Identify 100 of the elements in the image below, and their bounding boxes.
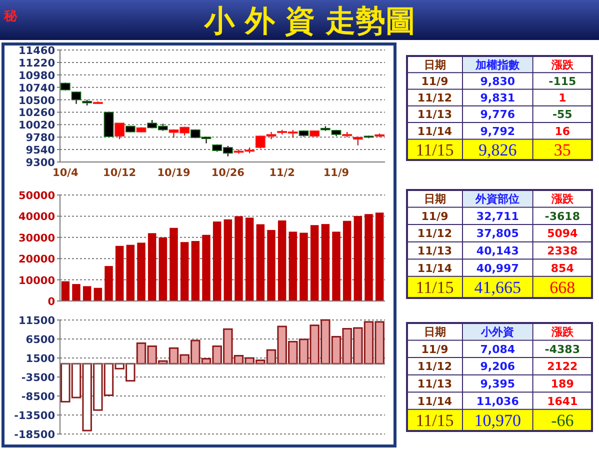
bar bbox=[202, 234, 210, 301]
bar bbox=[375, 212, 384, 301]
x-tick-label: 10/4 bbox=[52, 167, 78, 179]
bar bbox=[170, 228, 178, 301]
bar bbox=[82, 286, 92, 301]
x-tick-label: 10/19 bbox=[157, 167, 190, 179]
category-label: 日期 bbox=[424, 326, 446, 339]
text: 9,206 bbox=[480, 360, 516, 374]
y-tick-label: 10260 bbox=[18, 107, 55, 120]
text: 11/9 bbox=[421, 74, 448, 88]
text: 32,711 bbox=[476, 210, 519, 223]
text: 11/15 bbox=[416, 411, 454, 430]
bar bbox=[126, 244, 135, 301]
bar bbox=[278, 220, 286, 301]
bar bbox=[137, 242, 146, 301]
y-tick-label: 11500 bbox=[18, 315, 55, 327]
bar bbox=[288, 232, 298, 301]
text: 11/15 bbox=[416, 140, 454, 160]
bar bbox=[191, 241, 200, 301]
bar bbox=[148, 233, 156, 301]
y-tick-label: 9780 bbox=[26, 132, 55, 144]
bar bbox=[342, 220, 352, 301]
y-tick-label: -3500 bbox=[21, 372, 55, 384]
y-tick-label: 6500 bbox=[26, 334, 55, 346]
bar bbox=[212, 222, 222, 301]
category-label: 外資部位 bbox=[474, 192, 520, 206]
y-tick-label: 10020 bbox=[18, 120, 55, 132]
y-tick-label: 50000 bbox=[18, 190, 55, 202]
y-tick-label: -18500 bbox=[14, 429, 55, 441]
category-label: 漲跌 bbox=[550, 192, 574, 206]
text: 189 bbox=[550, 377, 574, 390]
text: 1641 bbox=[547, 394, 578, 408]
text: 854 bbox=[550, 262, 574, 275]
bar bbox=[94, 288, 102, 301]
text: 40,143 bbox=[476, 244, 519, 258]
category-label: 日期 bbox=[424, 58, 446, 72]
chart-title: 小 外 資 走勢圖 bbox=[203, 4, 416, 39]
y-tick-label: 11220 bbox=[18, 57, 55, 70]
text: 10,970 bbox=[474, 411, 522, 430]
x-tick-label: 11/2 bbox=[269, 167, 295, 179]
text: 11/9 bbox=[421, 342, 448, 356]
text: -4383 bbox=[544, 342, 580, 356]
text: -66 bbox=[551, 411, 574, 430]
bar bbox=[332, 232, 340, 301]
bar bbox=[61, 281, 70, 301]
text: 5094 bbox=[547, 227, 578, 240]
text: 35 bbox=[554, 140, 571, 160]
text: 9,830 bbox=[480, 74, 516, 88]
text: -3618 bbox=[544, 210, 580, 223]
text: 11/13 bbox=[417, 108, 452, 122]
text: 11/15 bbox=[416, 278, 454, 298]
y-tick-label: 10000 bbox=[18, 274, 55, 287]
text: 40,997 bbox=[476, 262, 519, 275]
candlestick bbox=[114, 122, 125, 140]
text: 1 bbox=[558, 92, 566, 105]
bar bbox=[300, 232, 308, 301]
bar bbox=[104, 266, 113, 301]
text: 7,084 bbox=[480, 342, 516, 356]
y-tick-label: 30000 bbox=[18, 232, 55, 244]
bar bbox=[354, 216, 362, 301]
y-tick-label: 40000 bbox=[18, 211, 55, 224]
text: 668 bbox=[550, 278, 576, 298]
bar bbox=[224, 219, 232, 301]
text: 9,831 bbox=[480, 92, 516, 105]
text: 11/12 bbox=[417, 227, 452, 240]
bar bbox=[364, 214, 373, 301]
bar bbox=[245, 218, 254, 301]
x-tick-label: 10/12 bbox=[103, 167, 136, 179]
y-tick-label: -8500 bbox=[21, 391, 55, 403]
text: 11/13 bbox=[417, 377, 452, 390]
category-label: 漲跌 bbox=[550, 58, 574, 72]
bar bbox=[234, 216, 243, 301]
bar bbox=[321, 224, 330, 301]
category-label: 日期 bbox=[424, 192, 446, 206]
text: 11/14 bbox=[417, 394, 452, 408]
bar bbox=[115, 246, 124, 301]
y-tick-label: 10740 bbox=[18, 82, 55, 94]
y-tick-label: 20000 bbox=[18, 254, 55, 266]
y-tick-label: 11460 bbox=[18, 45, 55, 57]
bar bbox=[310, 225, 319, 301]
y-tick-label: 10500 bbox=[18, 94, 55, 107]
bar bbox=[72, 284, 80, 301]
y-tick-label: 9300 bbox=[26, 157, 55, 169]
y-tick-label: 10980 bbox=[18, 70, 55, 82]
bar bbox=[267, 230, 276, 301]
x-tick-label: 11/9 bbox=[323, 167, 350, 179]
text: 11/9 bbox=[421, 210, 448, 223]
text: -55 bbox=[552, 108, 572, 122]
text: 41,665 bbox=[474, 278, 522, 298]
category-label: 加權指數 bbox=[474, 58, 521, 72]
bar bbox=[180, 242, 189, 301]
text: 16 bbox=[554, 124, 570, 138]
text: 2338 bbox=[547, 244, 578, 258]
category-label: 漲跌 bbox=[550, 326, 574, 339]
bar bbox=[158, 237, 168, 301]
category-label: 小外資 bbox=[480, 326, 514, 339]
text: 11/14 bbox=[417, 124, 452, 138]
text: 9,792 bbox=[480, 124, 516, 138]
chart-subtitle: 秘 bbox=[3, 9, 18, 24]
y-tick-label: 0 bbox=[48, 296, 55, 308]
